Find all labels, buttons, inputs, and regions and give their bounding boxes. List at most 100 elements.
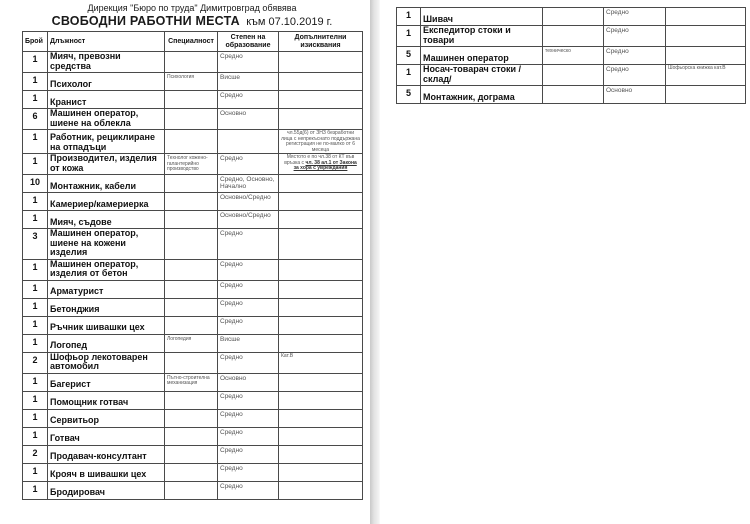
- cell-position: Ръчник шивашки цех: [47, 315, 165, 335]
- col-header-degree: Степен на образование: [217, 31, 279, 52]
- cell-degree: Средно: [603, 46, 666, 65]
- cell-position: Бетонджия: [47, 297, 165, 317]
- cell-count: 1: [22, 333, 48, 353]
- cell-position: Носач-товарач стоки /склад/: [420, 64, 543, 86]
- title-issuer: Дирекция "Бюро по труда" Димитровград об…: [87, 3, 297, 13]
- cell-degree: Средно: [217, 390, 279, 410]
- cell-degree: Висше: [217, 72, 279, 91]
- cell-position: Шофьор лекотоварен автомобил: [47, 351, 165, 374]
- cell-specialty: [542, 85, 604, 104]
- cell-count: 1: [22, 408, 48, 428]
- table-row: 1 Машинен оператор, изделия от бетон Средн…: [22, 258, 363, 281]
- table-row: 1 Помощник готвач Средно: [22, 390, 363, 410]
- cell-count: 3: [22, 228, 48, 260]
- cell-additional: [278, 279, 363, 299]
- cell-position: Монтажник, кабели: [47, 174, 165, 193]
- cell-additional: [278, 210, 363, 229]
- col-header-count: Брой: [22, 31, 48, 52]
- cell-degree: Висше: [217, 333, 279, 353]
- cell-degree: Средно: [217, 258, 279, 281]
- cell-additional: Мястото е по чл.38 от КТ във връзка с чл…: [278, 153, 363, 175]
- cell-specialty: [164, 279, 218, 299]
- law-reference-link[interactable]: чл. 38 ал.1 от Закона за хора с увреждан…: [293, 159, 357, 171]
- cell-count: 1: [22, 372, 48, 392]
- cell-specialty: [164, 462, 218, 482]
- cell-position: Шивач: [420, 7, 543, 26]
- cell-additional: Кат.В: [278, 351, 363, 374]
- cell-additional: [278, 72, 363, 91]
- cell-specialty: [164, 315, 218, 335]
- title-main: СВОБОДНИ РАБОТНИ МЕСТА към 07.10.2019 г.: [22, 14, 362, 29]
- cell-position: Машинен оператор: [420, 46, 543, 65]
- table-row: 3 Машинен оператор, шиене на кожени издел…: [22, 228, 363, 260]
- cell-additional: [278, 426, 363, 446]
- cell-count: 1: [22, 258, 48, 281]
- table-row: 1 Ръчник шивашки цех Средно: [22, 315, 363, 335]
- table-row: 1 Багерист Пътно-строителна механизация Осн…: [22, 372, 363, 392]
- cell-additional: [278, 462, 363, 482]
- cell-count: 1: [22, 480, 48, 500]
- cell-specialty: [164, 258, 218, 281]
- cell-additional: [278, 315, 363, 335]
- table-row: 1 Крояч в шивашки цех Средно: [22, 462, 363, 482]
- cell-degree: Средно: [217, 153, 279, 175]
- col-header-specialty: Специалност: [164, 31, 218, 52]
- cell-specialty: [542, 25, 604, 47]
- cell-specialty: [542, 7, 604, 26]
- table-row: 1 Мияч, съдове Основно/Средно: [22, 210, 363, 229]
- vacancies-table-page2: 1 Шивач Средно 1 Експедитор стоки и товари Ср…: [396, 7, 746, 104]
- cell-additional: [278, 297, 363, 317]
- table-row: 5 Монтажник, дограма Основно: [396, 85, 746, 104]
- cell-degree: Основно: [217, 372, 279, 392]
- table-row: 5 Машинен оператор техническо Средно: [396, 46, 746, 65]
- cell-degree: Основно: [217, 108, 279, 130]
- table-row: 2 Шофьор лекотоварен автомобил Средно Кат.В: [22, 351, 363, 374]
- cell-specialty: [164, 174, 218, 193]
- cell-specialty: [164, 351, 218, 374]
- cell-position: Помощник готвач: [47, 390, 165, 410]
- cell-position: Багерист: [47, 372, 165, 392]
- document-page-1: Дирекция "Бюро по труда" Димитровград об…: [0, 0, 370, 524]
- vacancies-table-page1: Брой Длъжност Специалност Степен на обра…: [22, 31, 363, 500]
- cell-position: Монтажник, дограма: [420, 85, 543, 104]
- cell-count: 1: [22, 279, 48, 299]
- cell-degree: [217, 129, 279, 154]
- cell-position: Машинен оператор, шиене на кожени издели…: [47, 228, 165, 260]
- table-row: 1 Логопед Логопедия Висше: [22, 333, 363, 353]
- cell-count: 1: [22, 315, 48, 335]
- cell-count: 2: [22, 351, 48, 374]
- cell-specialty: Логопедия: [164, 333, 218, 353]
- table-row: 1 Работник, рециклиране на отпадъци чл.55д…: [22, 129, 363, 154]
- table-row: 1 Психолог Психология Висше: [22, 72, 363, 91]
- table-row: 1 Сервитьор Средно: [22, 408, 363, 428]
- cell-degree: Средно: [217, 228, 279, 260]
- cell-specialty: [542, 64, 604, 86]
- cell-position: Арматурист: [47, 279, 165, 299]
- cell-specialty: [164, 192, 218, 211]
- title-vacancies: СВОБОДНИ РАБОТНИ МЕСТА: [51, 14, 240, 28]
- cell-degree: Основно: [603, 85, 666, 104]
- additional-text: чл.55д(6) от ЗНЗ безработни лица с непре…: [281, 130, 360, 153]
- col-header-additional: Допълнителни изисквания: [278, 31, 363, 52]
- table-row: 1 Бетонджия Средно: [22, 297, 363, 317]
- cell-degree: Средно: [217, 408, 279, 428]
- cell-specialty: [164, 210, 218, 229]
- cell-position: Крояч в шивашки цех: [47, 462, 165, 482]
- cell-degree: Средно: [603, 64, 666, 86]
- cell-degree: Средно: [217, 351, 279, 374]
- page-divider: [370, 0, 380, 524]
- cell-specialty: [164, 90, 218, 109]
- cell-degree: Средно: [217, 51, 279, 73]
- cell-additional: [278, 258, 363, 281]
- cell-count: 1: [22, 426, 48, 446]
- cell-additional: чл.55д(6) от ЗНЗ безработни лица с непре…: [278, 129, 363, 154]
- cell-position: Мияч, превозни средства: [47, 51, 165, 73]
- table-row: 1 Експедитор стоки и товари Средно: [396, 25, 746, 47]
- table-row: 10 Монтажник, кабели Средно, Основно, Нача…: [22, 174, 363, 193]
- cell-degree: Основно/Средно: [217, 192, 279, 211]
- cell-count: 1: [396, 64, 421, 86]
- cell-additional: [278, 408, 363, 428]
- cell-count: 1: [22, 90, 48, 109]
- cell-count: 1: [22, 192, 48, 211]
